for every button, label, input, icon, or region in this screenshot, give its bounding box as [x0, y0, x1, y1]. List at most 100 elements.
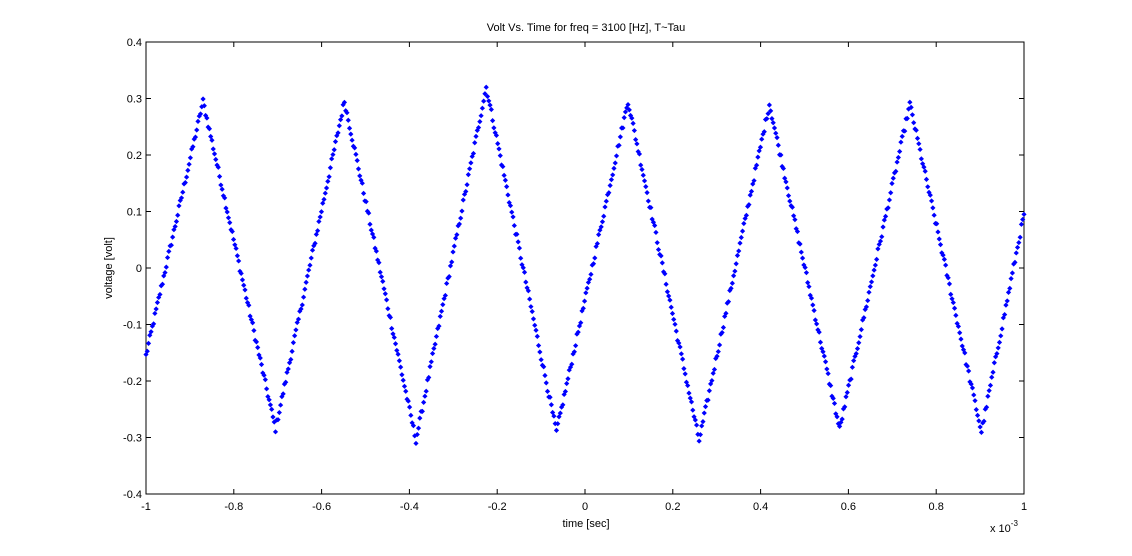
data-point [764, 116, 770, 122]
data-point [894, 159, 900, 165]
data-point [936, 236, 942, 242]
data-point [668, 304, 674, 310]
data-point [581, 298, 588, 304]
data-point [144, 348, 150, 354]
data-point [960, 347, 967, 353]
data-point [783, 179, 789, 185]
data-point [879, 234, 885, 240]
data-point [213, 156, 219, 163]
data-point [797, 241, 803, 247]
data-point [830, 395, 836, 401]
data-point [180, 189, 186, 195]
data-point [861, 315, 867, 321]
data-point [495, 141, 501, 147]
data-point [298, 306, 304, 312]
data-point [156, 294, 162, 301]
data-point [649, 216, 655, 222]
data-point [692, 417, 698, 423]
data-point [743, 212, 749, 219]
data-point [543, 380, 549, 386]
data-point [732, 268, 738, 274]
data-point [802, 264, 808, 271]
data-point [570, 351, 576, 357]
data-point [542, 372, 548, 379]
data-point [525, 288, 531, 294]
data-point [552, 420, 558, 427]
data-point [509, 209, 515, 215]
data-point [695, 431, 701, 437]
data-point [372, 245, 378, 251]
data-point [269, 406, 275, 412]
data-point [779, 163, 785, 170]
data-point [300, 294, 307, 300]
data-point [678, 351, 684, 357]
data-point [718, 331, 724, 337]
data-point [1003, 302, 1009, 308]
data-point [280, 391, 286, 397]
data-point [493, 132, 500, 139]
data-point [175, 212, 181, 218]
data-point [955, 323, 962, 329]
data-point [233, 245, 239, 252]
data-point [672, 321, 678, 327]
data-point [911, 120, 917, 126]
data-point [244, 300, 251, 306]
data-point [966, 368, 972, 374]
data-point [225, 215, 232, 221]
data-point [275, 417, 281, 423]
data-point [729, 280, 735, 286]
data-point [916, 141, 922, 147]
data-point [630, 120, 636, 126]
data-point [680, 356, 686, 362]
data-point [971, 392, 977, 398]
data-point [465, 172, 471, 178]
data-point [450, 249, 456, 255]
data-point [346, 125, 353, 131]
data-point [745, 203, 751, 210]
data-point [530, 316, 537, 322]
data-point [805, 280, 811, 286]
data-point [562, 388, 569, 395]
data-point [312, 240, 318, 247]
data-point [948, 291, 954, 297]
data-point [789, 204, 795, 210]
data-point [785, 193, 792, 199]
data-point [470, 150, 477, 157]
data-point [716, 342, 723, 348]
data-point [854, 345, 861, 352]
data-point [187, 155, 193, 161]
data-point [253, 339, 260, 345]
data-point [284, 369, 290, 375]
data-point [206, 126, 213, 132]
data-point [853, 351, 859, 357]
data-point [413, 440, 419, 447]
data-point [501, 172, 507, 178]
data-point [578, 320, 584, 326]
data-point [429, 350, 436, 357]
data-point [392, 341, 399, 347]
data-point [366, 210, 372, 216]
data-point [817, 339, 824, 345]
data-point [635, 148, 641, 155]
data-point [690, 407, 696, 413]
data-point [754, 162, 760, 168]
data-point [394, 347, 400, 354]
data-point [309, 247, 316, 253]
y-tick-label: -0.3 [123, 433, 142, 445]
x-tick-label: 1 [1021, 501, 1027, 513]
data-point [899, 133, 905, 140]
data-point [488, 106, 494, 113]
data-point [862, 306, 868, 313]
data-point [417, 415, 423, 421]
data-point [837, 423, 843, 429]
data-point [391, 334, 397, 341]
data-point [995, 345, 1001, 351]
data-point [1004, 298, 1010, 304]
data-point [556, 414, 562, 420]
data-point [641, 178, 648, 184]
plot-frame [145, 41, 1025, 495]
data-point [401, 383, 408, 389]
data-point [482, 91, 488, 97]
data-point [694, 422, 700, 428]
